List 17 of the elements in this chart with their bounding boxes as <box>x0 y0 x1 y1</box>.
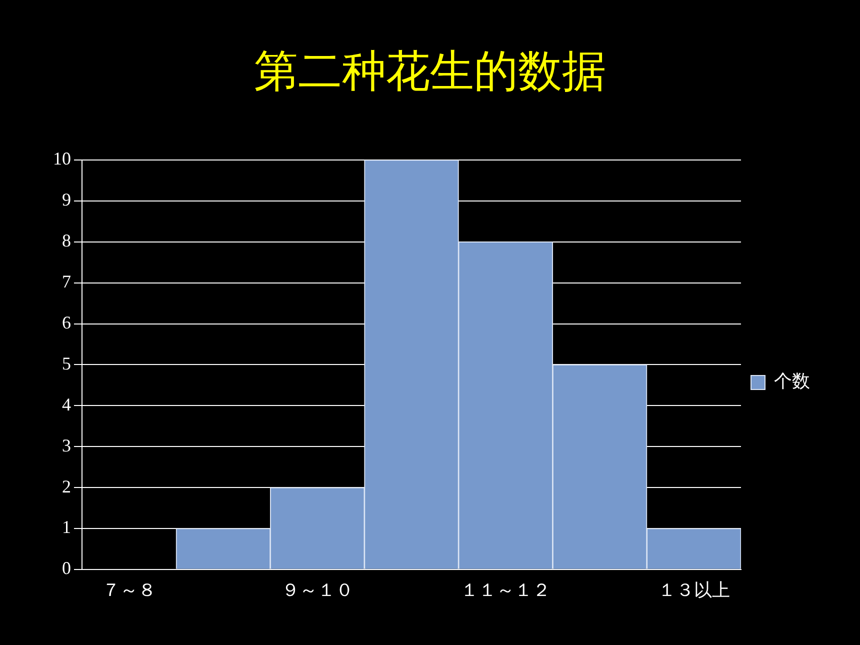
chart-title: 第二种花生的数据 <box>253 46 607 98</box>
legend-label: 个数 <box>774 371 810 392</box>
y-tick-label: 1 <box>62 517 71 538</box>
y-tick-label: 0 <box>62 558 71 578</box>
y-tick-label: 2 <box>62 476 71 496</box>
y-tick-label: 10 <box>53 148 71 169</box>
x-tick-label: ７～８ <box>102 580 156 600</box>
y-tick-label: 4 <box>62 394 71 414</box>
y-tick-label: 6 <box>62 312 71 332</box>
y-tick-label: 5 <box>62 353 71 374</box>
x-tick-label: ９～１０ <box>281 580 354 600</box>
y-tick-label: 3 <box>62 435 71 456</box>
x-tick-label: １３以上 <box>658 580 730 600</box>
y-tick-label: 7 <box>62 272 71 292</box>
y-tick-label: 9 <box>62 190 71 210</box>
y-tick-label: 8 <box>62 230 71 251</box>
x-tick-label: １１～１２ <box>460 580 551 600</box>
